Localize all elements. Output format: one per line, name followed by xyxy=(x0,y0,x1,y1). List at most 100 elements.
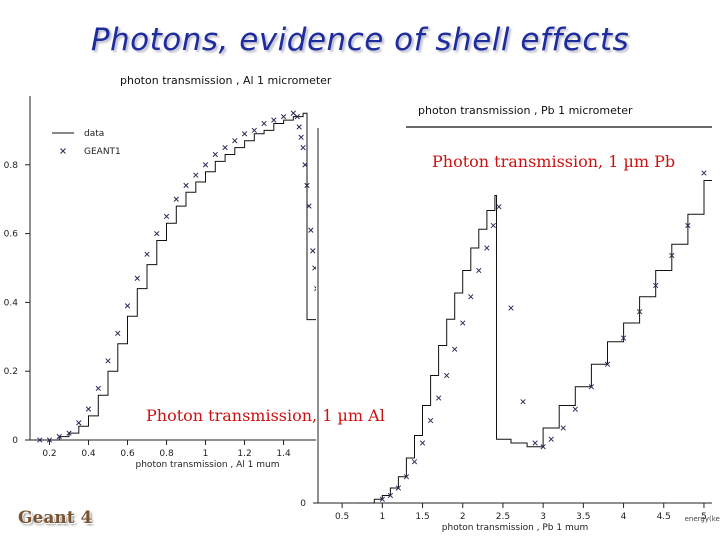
pb-x-tick-label: 4 xyxy=(621,512,627,522)
pb-geant-point xyxy=(460,320,466,326)
pb-x-tick-label: 2 xyxy=(460,512,466,522)
al-geant-point xyxy=(222,144,228,151)
al-x-tick-label: 1.2 xyxy=(237,449,251,459)
pb-overlay-label: Photon transmission, 1 µm Pb xyxy=(432,152,676,171)
al-geant-point xyxy=(173,196,179,202)
al-geant-point xyxy=(232,138,238,144)
pb-geant-point xyxy=(443,372,450,379)
al-plot-title: photon transmission , Al 1 micrometer xyxy=(120,74,332,87)
pb-geant-point xyxy=(548,436,554,442)
al-geant-point xyxy=(310,248,316,254)
al-geant-point xyxy=(85,406,92,412)
pb-geant-point xyxy=(452,346,458,352)
geant4-logo: Geant 4 xyxy=(18,508,93,528)
pb-geant-point xyxy=(685,222,691,229)
pb-geant-point xyxy=(701,170,707,176)
al-geant-point xyxy=(251,127,257,134)
al-geant-point xyxy=(261,120,267,127)
pb-x-tick-label: 0.5 xyxy=(335,512,349,522)
al-legend-geant-marker xyxy=(60,148,66,154)
al-x-tick-label: 0.8 xyxy=(159,449,174,459)
al-geant-point xyxy=(76,420,82,426)
pb-x-tick-label: 2.5 xyxy=(496,512,510,522)
pb-data-step-line xyxy=(358,180,712,504)
al-x-tick-label: 0.2 xyxy=(42,449,56,459)
pb-geant-point xyxy=(468,294,474,300)
al-geant-point xyxy=(95,385,101,392)
al-x-tick-label: 0.6 xyxy=(120,449,135,459)
al-geant-point xyxy=(66,430,72,436)
pb-geant-point xyxy=(411,459,418,465)
al-geant-point xyxy=(202,162,209,168)
al-y-tick-label: 0.4 xyxy=(4,298,19,308)
al-geant-point xyxy=(163,213,170,220)
pb-geant-point xyxy=(403,474,410,480)
al-geant-point xyxy=(271,117,277,123)
pb-geant-point xyxy=(476,267,482,274)
al-geant-point xyxy=(134,275,140,281)
al-geant-point xyxy=(298,134,304,140)
pb-plot-title: photon transmission , Pb 1 micrometer xyxy=(418,104,633,117)
pb-y-tick-label: 0 xyxy=(300,499,306,509)
pb-geant-point xyxy=(419,440,426,446)
al-geant-point xyxy=(300,144,306,151)
pb-geant-point xyxy=(484,245,490,251)
pb-geant-point xyxy=(508,305,514,311)
al-geant-point xyxy=(193,172,199,178)
pb-geant-point xyxy=(496,204,502,210)
al-geant-point xyxy=(212,151,218,158)
pb-geant-point xyxy=(560,425,566,431)
al-geant-point xyxy=(37,437,43,443)
al-legend-geant-label: GEANT1 xyxy=(84,147,121,157)
al-x-tick-label: 1.4 xyxy=(276,449,291,459)
pb-x-tick-label: 1 xyxy=(379,512,385,522)
pb-geant-point xyxy=(588,384,595,390)
al-geant-point xyxy=(294,113,300,120)
pb-x-tick-label: 4.5 xyxy=(657,512,671,522)
pb-geant-point xyxy=(395,485,402,491)
al-x-axis-label: photon transmission , Al 1 mum xyxy=(136,460,280,470)
pb-geant-point xyxy=(540,444,546,450)
al-geant-point xyxy=(154,230,160,237)
al-y-tick-label: 0 xyxy=(12,436,18,446)
al-x-tick-label: 1 xyxy=(203,449,209,459)
al-overlay-label: Photon transmission, 1 µm Al xyxy=(146,406,385,425)
pb-x-tick-label: 1.5 xyxy=(415,512,429,522)
pb-geant-point xyxy=(653,282,659,289)
al-geant-point xyxy=(124,303,131,309)
al-geant-point xyxy=(302,162,308,168)
al-geant-point xyxy=(304,182,310,189)
al-geant-point xyxy=(306,203,312,209)
al-y-tick-label: 0.8 xyxy=(4,161,19,171)
pb-geant-point xyxy=(435,395,442,401)
pb-geant-point xyxy=(387,492,394,499)
al-geant-point xyxy=(280,113,287,120)
al-geant-point xyxy=(115,330,121,337)
pb-plot-background xyxy=(316,128,716,513)
al-geant-point xyxy=(46,437,53,443)
al-x-tick-label: 0.4 xyxy=(81,449,96,459)
pb-geant-point xyxy=(669,252,675,259)
al-geant-point xyxy=(308,227,314,233)
slide-title: Photons, evidence of shell effects xyxy=(90,22,630,58)
al-data-step-line xyxy=(39,112,370,441)
pb-geant-point xyxy=(490,222,496,229)
pb-geant-point xyxy=(572,406,578,412)
al-y-tick-label: 0.2 xyxy=(4,367,18,377)
pb-geant-point xyxy=(520,399,526,405)
pb-x-axis-label: photon transmission , Pb 1 mum xyxy=(442,523,588,533)
al-geant-point xyxy=(144,251,150,257)
al-legend-data-label: data xyxy=(84,129,104,139)
pb-geant-point xyxy=(532,440,538,446)
pb-x-tick-label: 3.5 xyxy=(576,512,590,522)
al-y-tick-label: 0.6 xyxy=(4,230,19,240)
al-geant-point xyxy=(105,358,111,364)
pb-geant-point xyxy=(636,309,643,315)
al-geant-point xyxy=(241,131,248,137)
pb-x-unit-label: energy(keV) xyxy=(685,515,720,523)
pb-geant-point xyxy=(604,361,611,367)
pb-x-tick-label: 5 xyxy=(701,512,707,522)
pb-x-tick-label: 3 xyxy=(540,512,546,522)
